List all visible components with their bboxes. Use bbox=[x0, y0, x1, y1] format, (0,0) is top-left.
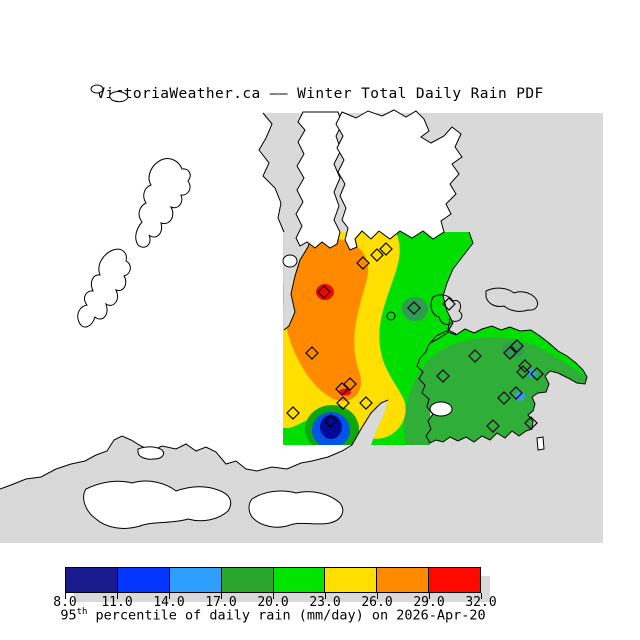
gray-wedge-se bbox=[352, 400, 388, 445]
station-marker bbox=[305, 346, 319, 360]
station-marker bbox=[530, 367, 544, 381]
station-marker bbox=[286, 406, 300, 420]
light-blue-spot bbox=[515, 391, 525, 401]
island-outline bbox=[135, 158, 191, 248]
station-marker bbox=[324, 414, 338, 428]
station-marker bbox=[509, 386, 523, 400]
station-marker bbox=[497, 391, 511, 405]
station-marker bbox=[510, 339, 524, 353]
station-marker bbox=[335, 382, 349, 396]
islet-outline bbox=[386, 311, 396, 321]
coastline-south bbox=[0, 435, 353, 490]
coastline-peninsula bbox=[416, 325, 588, 444]
station-marker bbox=[379, 242, 393, 256]
station-marker bbox=[407, 301, 421, 315]
contour-29-32-spot bbox=[316, 284, 334, 300]
station-marker bbox=[317, 285, 331, 299]
lake-outline bbox=[430, 294, 463, 335]
station-marker bbox=[516, 365, 530, 379]
coastline-strip bbox=[429, 231, 474, 344]
inlet-main bbox=[335, 109, 463, 251]
station-marker bbox=[359, 396, 373, 410]
station-markers bbox=[286, 242, 544, 433]
station-marker bbox=[356, 256, 370, 270]
station-marker bbox=[524, 416, 538, 430]
station-marker bbox=[442, 297, 456, 311]
islet bbox=[536, 436, 545, 451]
island-outline bbox=[77, 248, 131, 328]
lowland-outline bbox=[248, 490, 344, 528]
contour-26-29-region bbox=[283, 233, 368, 401]
station-marker bbox=[370, 248, 384, 262]
contour-patch bbox=[402, 297, 428, 321]
inlet-channel bbox=[295, 111, 343, 249]
coastline-north-finger bbox=[258, 112, 285, 233]
station-marker bbox=[486, 419, 500, 433]
station-marker bbox=[468, 349, 482, 363]
page-title: VictoriaWeather.ca —— Winter Total Daily… bbox=[96, 86, 544, 102]
station-marker bbox=[343, 377, 357, 391]
station-marker bbox=[503, 346, 517, 360]
coastline bbox=[283, 231, 314, 331]
island-chain-outline bbox=[485, 287, 539, 312]
islet-outline bbox=[137, 446, 165, 460]
bay-notch bbox=[282, 254, 298, 268]
station-marker bbox=[336, 396, 350, 410]
station-marker bbox=[518, 359, 532, 373]
islet-outline bbox=[109, 91, 129, 103]
islet-outline bbox=[90, 84, 104, 94]
lowland-outline bbox=[83, 480, 232, 529]
coastline bbox=[351, 399, 389, 446]
station-marker bbox=[436, 369, 450, 383]
bay-notch bbox=[429, 401, 453, 417]
